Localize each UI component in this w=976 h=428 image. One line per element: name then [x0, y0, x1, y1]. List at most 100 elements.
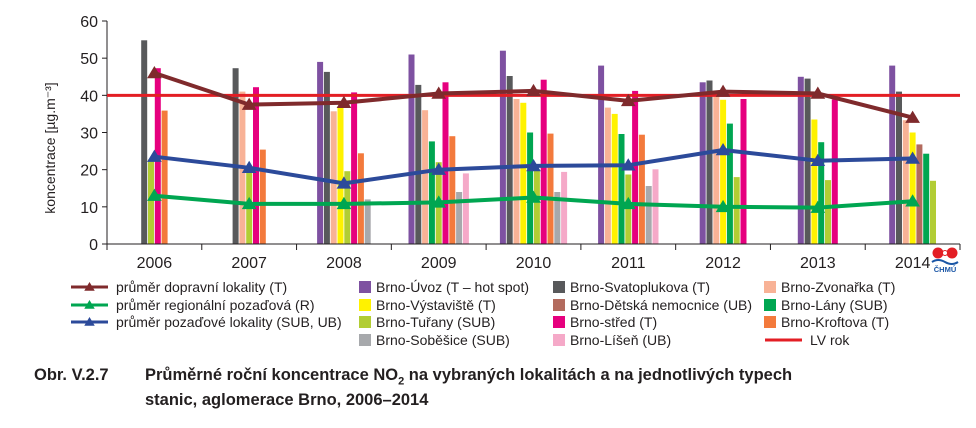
bar-2010-2	[513, 99, 520, 244]
legend-label: Brno-Tuřany (SUB)	[376, 314, 496, 330]
legend-swatch	[359, 298, 371, 311]
bar-2014-4	[916, 144, 923, 244]
bar-2014-1	[896, 91, 902, 244]
legend-limit-key	[765, 338, 802, 341]
bar-2010-1	[506, 76, 513, 244]
line-marker-2-8	[905, 151, 920, 164]
legend-label: Brno-Svatoplukova (T)	[570, 279, 711, 295]
average-lines-layer	[147, 66, 920, 213]
line-marker-0-8	[905, 110, 920, 123]
line-marker-0-0	[147, 66, 162, 79]
chmu-logo-text: ČHMÚ	[933, 265, 957, 274]
line-marker-0-2	[336, 95, 352, 109]
line-marker-2-6	[715, 142, 731, 156]
bar-2008-0	[317, 61, 324, 245]
bar-2010-0	[499, 50, 506, 245]
bar-2010-6	[533, 170, 540, 244]
legend-label: Brno-Výstaviště (T)	[376, 296, 496, 313]
line-marker-2-3	[431, 162, 447, 175]
legend-line-key	[71, 299, 108, 309]
bar-2011-0	[598, 65, 605, 244]
axes-layer: 0 10 20 30 40 50 60 2006 2007 2008 2009 2010 2011 201…	[80, 14, 961, 272]
caption-line-1-start: Průměrné roční koncentrace NO	[145, 366, 399, 384]
bar-2007-7	[253, 87, 259, 244]
bar-2007-1	[232, 68, 239, 244]
bar-2012-5	[726, 123, 733, 244]
line-marker-0-1	[241, 97, 257, 110]
bar-2009-2	[422, 110, 429, 244]
legend-swatch	[553, 298, 565, 311]
caption-subscript: 2	[398, 375, 405, 388]
line-marker-1-1	[241, 196, 257, 210]
line-marker-2-4	[526, 158, 541, 172]
legend-label: Brno-Úvoz (T – hot spot)	[376, 279, 530, 295]
line-marker-2-5	[620, 158, 636, 171]
bar-2008-7	[351, 92, 358, 245]
bar-2009-8	[449, 136, 456, 244]
legend-label: Brno-Lány (SUB)	[781, 296, 888, 313]
legend-line-key	[71, 317, 108, 326]
bar-2013-6	[825, 180, 831, 244]
legend-label: průměr regionální pozaďová (R)	[116, 296, 315, 313]
bar-2012-7	[740, 99, 747, 244]
legend-swatch	[764, 281, 776, 293]
bar-2009-1	[415, 84, 422, 245]
legend-label: průměr pozaďové lokality (SUB, UB)	[116, 314, 342, 330]
legend-label: Brno-střed (T)	[570, 314, 658, 330]
bar-2008-1	[323, 71, 330, 245]
caption-line-1-end: na vybraných lokalitách a na jednotlivýc…	[404, 366, 793, 384]
bar-2013-5	[818, 142, 825, 244]
y-axis-label: koncentrace [µg.m⁻³]	[42, 82, 58, 213]
line-marker-1-5	[620, 196, 636, 210]
bars-layer	[141, 40, 936, 245]
bar-2011-7	[632, 90, 639, 245]
chmu-logo-icon	[931, 247, 959, 265]
caption-text: Průměrné roční koncentrace NO2 na vybran…	[145, 366, 792, 410]
legend-label: Brno-Kroftova (T)	[781, 314, 890, 330]
x-tick-label-2007: 2007	[231, 255, 267, 272]
bar-2008-2	[330, 111, 337, 244]
line-marker-0-6	[715, 84, 731, 97]
bar-2013-3	[811, 119, 818, 244]
legend-swatch	[553, 316, 565, 328]
bar-2011-8	[638, 134, 645, 244]
bar-2012-0	[699, 82, 706, 244]
line-marker-1-8	[905, 194, 920, 207]
line-marker-1-7	[810, 200, 826, 213]
line-marker-0-3	[431, 86, 447, 99]
bar-2012-6	[733, 177, 740, 244]
legend-label: Brno-Líšeň (UB)	[570, 331, 672, 348]
legend-line-key	[71, 282, 108, 291]
bar-2010-3	[520, 102, 527, 244]
x-tick-label-2012: 2012	[705, 255, 741, 272]
y-tick-label-10: 10	[80, 200, 98, 217]
x-tick-label-2009: 2009	[421, 255, 457, 272]
line-marker-0-4	[526, 83, 541, 97]
legend-label: LV rok	[810, 331, 850, 348]
bar-2014-5	[923, 153, 930, 244]
x-tick-label-2006: 2006	[137, 255, 173, 272]
line-marker-1-3	[431, 195, 447, 208]
legend-swatch	[359, 333, 371, 346]
bar-2009-10	[462, 173, 469, 244]
y-tick-label-0: 0	[89, 237, 98, 254]
bar-2012-3	[720, 99, 727, 244]
bar-2011-9	[645, 186, 652, 244]
x-tick-label-2014: 2014	[895, 255, 931, 272]
bar-2009-7	[442, 82, 449, 244]
legend-swatch	[553, 281, 565, 293]
bar-2008-9	[364, 199, 371, 244]
bar-2014-6	[930, 180, 936, 244]
line-marker-2-1	[241, 160, 257, 174]
bar-2011-5	[618, 134, 625, 244]
bar-2010-7	[540, 79, 547, 244]
legend-swatch	[359, 316, 371, 328]
y-tick-label-20: 20	[80, 163, 98, 180]
bar-2006-8	[161, 110, 168, 244]
bar-2012-1	[706, 80, 713, 244]
line-marker-1-0	[147, 188, 162, 201]
legend-swatch	[764, 316, 776, 328]
bar-2007-8	[259, 149, 266, 244]
y-tick-label-60: 60	[80, 14, 98, 31]
line-marker-1-2	[336, 196, 352, 210]
